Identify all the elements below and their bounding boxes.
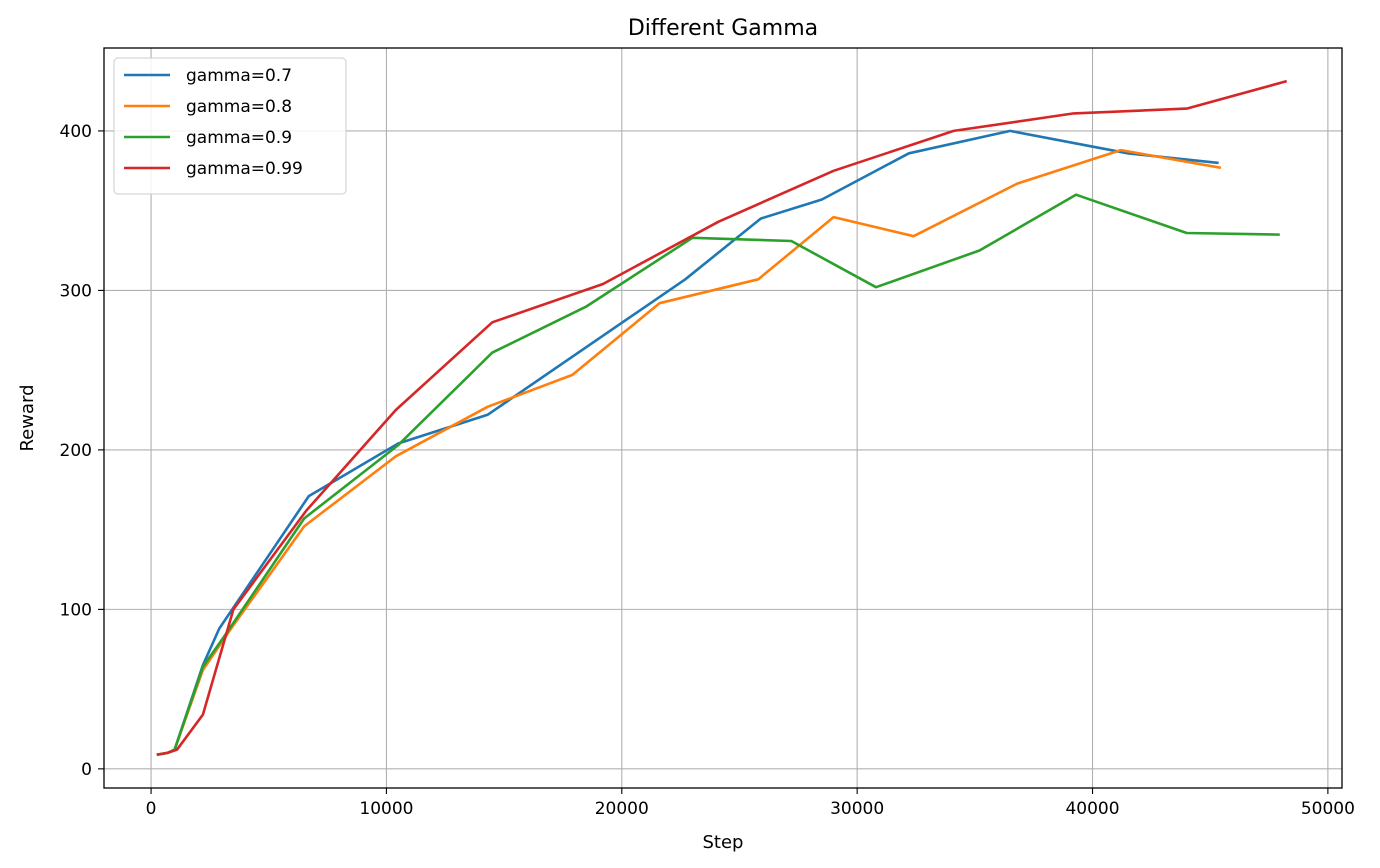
x-tick-label: 40000	[1065, 799, 1119, 819]
legend-label: gamma=0.99	[186, 159, 303, 179]
series-line-gamma=0.9	[156, 193, 1280, 756]
legend: gamma=0.7 gamma=0.8 gamma=0.9 gamma=0.99	[113, 57, 347, 195]
x-tick-label: 30000	[830, 799, 884, 819]
y-tick-label: 400	[60, 122, 92, 142]
series-layer	[156, 79, 1288, 756]
x-tick-label: 20000	[595, 799, 649, 819]
y-tick-label: 100	[60, 600, 92, 620]
y-tick-label: 0	[81, 760, 92, 780]
grid-lines	[104, 48, 1342, 788]
legend-label: gamma=0.7	[186, 66, 292, 86]
y-axis-ticks: 0 100 200 300 400	[60, 122, 104, 780]
legend-label: gamma=0.8	[186, 97, 292, 117]
x-tick-label: 50000	[1301, 799, 1355, 819]
x-tick-label: 0	[146, 799, 157, 819]
legend-label: gamma=0.9	[186, 128, 292, 148]
y-tick-label: 300	[60, 281, 92, 301]
x-axis-label: Step	[703, 832, 744, 853]
series-line-gamma=0.99	[156, 79, 1288, 756]
y-axis-label: Reward	[17, 384, 38, 451]
plot-frame	[103, 47, 1343, 789]
y-tick-label: 200	[60, 441, 92, 461]
legend-box	[113, 57, 347, 195]
x-axis-ticks: 0 10000 20000 30000 40000 50000	[146, 788, 1355, 819]
chart-title: Different Gamma	[628, 16, 818, 41]
x-tick-label: 10000	[359, 799, 413, 819]
